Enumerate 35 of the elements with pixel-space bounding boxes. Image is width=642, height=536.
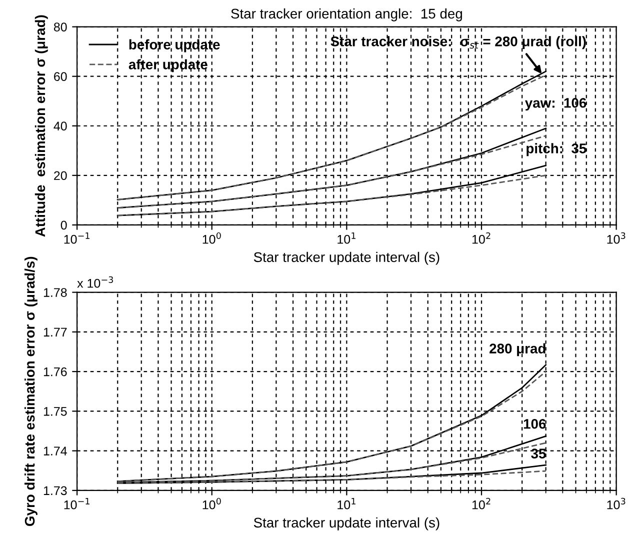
x-axis-title: Star tracker update interval (s)	[254, 517, 440, 530]
text: x 10$^{−3}$	[77, 276, 113, 288]
y-tick-label: 1.78	[44, 288, 67, 297]
y-tick-label: 0	[60, 220, 67, 230]
x-tick-label: 10$^{2}$	[472, 498, 490, 510]
y-tick-label: 1.73	[44, 486, 67, 496]
y-tick-label: 1.76	[44, 367, 67, 376]
y-tick-label: 80	[54, 22, 67, 32]
annotation: 35	[531, 448, 546, 459]
chart-title: Star tracker orientation angle: 15 deg	[231, 8, 462, 22]
annotation: yaw: 106	[525, 98, 586, 111]
x-tick-label: 10$^{1}$	[338, 232, 356, 244]
x-tick-label: 10$^{3}$	[607, 498, 626, 510]
legend-label: after update	[128, 59, 208, 72]
y-axis-title: Attitude estimation error σ (μrad)	[34, 15, 48, 237]
x-tick-label: 10$^{0}$	[202, 232, 221, 244]
legend-label: before update	[129, 39, 220, 52]
x-tick-label: 10$^{0}$	[202, 498, 221, 510]
annotation: pitch: 35	[526, 143, 586, 156]
y-tick-label: 1.77	[44, 328, 67, 336]
y-tick-label: 40	[54, 122, 67, 131]
x-axis-title: Star tracker update interval (s)	[254, 252, 440, 265]
y-axis-title: Gyro drift rate estimation error σ (μrad/s)	[24, 256, 38, 526]
x-tick-label: 10$^{3}$	[607, 232, 626, 244]
x-tick-label: 10$^{2}$	[472, 232, 490, 244]
y-tick-label: 20	[54, 171, 67, 180]
y-tick-label: 1.74	[44, 446, 67, 456]
x-tick-label: 10$^{1}$	[338, 498, 356, 510]
annotation: Star tracker noise: σ$_{st}$ = 280 μrad (roll)	[330, 36, 586, 50]
annotation: 280 μrad	[490, 343, 546, 356]
y-tick-label: 1.75	[44, 407, 67, 416]
annotation: 106	[524, 418, 546, 429]
x-tick-label: 10$^{−1}$	[64, 232, 90, 244]
y-tick-label: 60	[54, 72, 67, 81]
x-tick-label: 10$^{−1}$	[64, 498, 90, 510]
